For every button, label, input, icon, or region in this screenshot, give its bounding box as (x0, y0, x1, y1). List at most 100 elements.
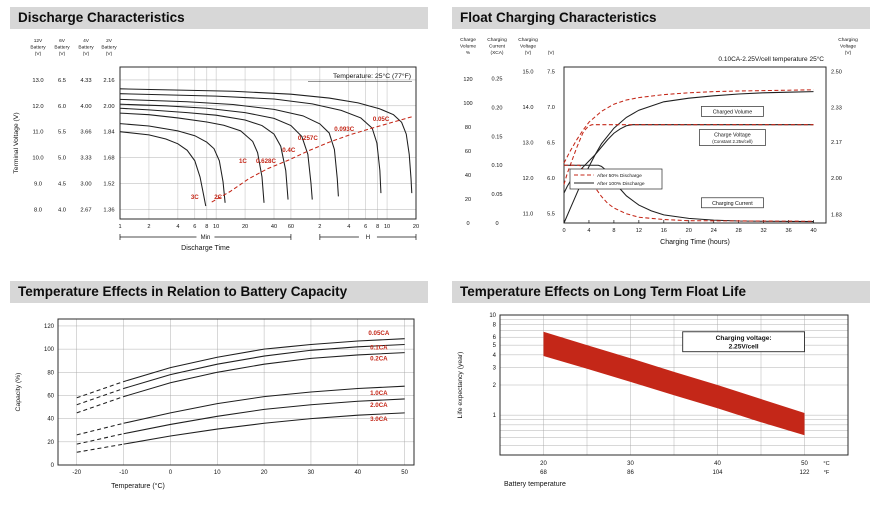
svg-text:0: 0 (495, 221, 498, 227)
svg-text:2: 2 (147, 224, 150, 230)
series-discharge-cutoff-locus (211, 116, 412, 203)
svg-text:10: 10 (489, 313, 496, 319)
svg-text:0.257C: 0.257C (298, 135, 318, 142)
temp-capacity-plot: -20 -10 0 10 20 30 40 50 0 20 40 60 80 100 120 Temperat… (15, 318, 415, 490)
svg-text:36: 36 (785, 228, 791, 234)
svg-text:2.33: 2.33 (831, 106, 842, 112)
svg-text:0.4C: 0.4C (282, 147, 296, 154)
svg-text:10: 10 (213, 224, 219, 230)
panel-temp-capacity: Temperature Effects in Relation to Batte… (10, 281, 428, 512)
svg-text:122: 122 (799, 470, 810, 476)
series-charged-volume-50 (563, 89, 814, 164)
svg-text:40: 40 (271, 224, 277, 230)
svg-text:100: 100 (463, 101, 472, 107)
svg-text:80: 80 (465, 125, 471, 131)
panel-float-life: Temperature Effects on Long Term Float L… (452, 281, 870, 512)
svg-text:100: 100 (44, 347, 55, 353)
title-discharge-characteristics: Discharge Characteristics (10, 7, 428, 29)
svg-text:(Constant 2.25v/cell): (Constant 2.25v/cell) (712, 139, 753, 144)
svg-text:0.1CA: 0.1CA (370, 345, 388, 352)
svg-text:8: 8 (612, 228, 615, 234)
series-2C (119, 123, 226, 203)
svg-text:(XCA): (XCA) (490, 50, 503, 56)
svg-text:3C: 3C (191, 194, 199, 201)
svg-text:8: 8 (376, 224, 379, 230)
svg-text:Charge Voltage: Charge Voltage (714, 133, 751, 139)
svg-text:0.05CA: 0.05CA (368, 330, 390, 337)
svg-text:°F: °F (824, 470, 830, 476)
panel-discharge: Discharge Characteristics 1 2 4 6 8 10 20 40 60 2… (10, 7, 428, 273)
svg-text:0: 0 (562, 228, 565, 234)
svg-text:Volume: Volume (460, 44, 476, 50)
svg-text:2.50: 2.50 (831, 69, 842, 75)
svg-text:0.2CA: 0.2CA (370, 356, 388, 363)
svg-text:2.67: 2.67 (80, 207, 91, 213)
svg-text:0: 0 (169, 470, 173, 476)
svg-text:Charging voltage:: Charging voltage: (716, 335, 772, 342)
svg-text:Charging: Charging (487, 37, 507, 43)
legend-box (569, 168, 663, 190)
series-charge-voltage-50 (563, 124, 814, 185)
svg-text:2.16: 2.16 (103, 78, 114, 84)
svg-text:1.52: 1.52 (103, 181, 114, 187)
svg-text:13.0: 13.0 (523, 141, 534, 147)
svg-text:86: 86 (627, 470, 634, 476)
series-0.628C (119, 107, 289, 200)
svg-text:8: 8 (493, 323, 497, 329)
svg-text:Charge: Charge (460, 37, 476, 43)
svg-text:Current: Current (489, 44, 506, 50)
svg-text:1: 1 (493, 413, 497, 419)
svg-text:Charging Time (hours): Charging Time (hours) (660, 239, 730, 246)
svg-text:(V): (V) (106, 51, 113, 57)
svg-text:6: 6 (493, 335, 497, 341)
svg-text:Temperature: 25°C (77°F): Temperature: 25°C (77°F) (333, 72, 411, 80)
svg-text:40: 40 (810, 228, 816, 234)
svg-text:8.0: 8.0 (34, 207, 42, 213)
discharge-plot: 1 2 4 6 8 10 20 40 60 2 4 6 8 10 20 Min H Discharge Time 1… (13, 38, 419, 252)
svg-text:Battery temperature: Battery temperature (504, 481, 566, 488)
svg-text:Discharge Time: Discharge Time (181, 245, 230, 252)
series-1.0CA (123, 385, 405, 424)
svg-text:Temperature (°C): Temperature (°C) (111, 482, 165, 490)
series-0.1CA (123, 343, 405, 390)
svg-text:Charging: Charging (838, 37, 858, 43)
svg-text:16: 16 (661, 228, 667, 234)
svg-text:2.17: 2.17 (831, 140, 842, 146)
svg-text:10.0: 10.0 (32, 156, 43, 162)
svg-text:H: H (366, 235, 370, 241)
curve-label-box (701, 197, 764, 209)
svg-text:12V: 12V (34, 38, 43, 44)
svg-text:Charging Current: Charging Current (712, 201, 753, 207)
svg-text:6.0: 6.0 (547, 176, 555, 182)
svg-text:20: 20 (465, 197, 471, 203)
float-charging-plot: 0 4 8 12 16 20 24 28 32 36 40 Charging Time (hours)… (460, 37, 858, 246)
svg-text:120: 120 (44, 324, 55, 330)
svg-text:4.0: 4.0 (58, 207, 66, 213)
series-0.257C (119, 98, 339, 197)
svg-text:2.00: 2.00 (831, 176, 842, 182)
series-0.05C (119, 88, 413, 194)
panel-float-charging: Float Charging Characteristics 0 4 8 12 16 20… (452, 7, 870, 273)
svg-text:(V): (V) (59, 51, 66, 57)
svg-text:30: 30 (627, 461, 634, 467)
svg-text:10: 10 (384, 224, 390, 230)
series-0.05CA-dashed (76, 381, 124, 399)
svg-text:68: 68 (540, 470, 547, 476)
float-life-band (543, 331, 805, 436)
svg-text:50: 50 (401, 470, 408, 476)
svg-text:40: 40 (47, 417, 54, 423)
svg-text:24: 24 (711, 228, 717, 234)
charging-voltage-annotation-box (682, 331, 805, 353)
svg-text:0.15: 0.15 (492, 134, 503, 140)
svg-text:0.093C: 0.093C (334, 126, 354, 133)
svg-text:3.66: 3.66 (80, 130, 91, 136)
series-3.0CA-dashed (76, 443, 124, 453)
series-2.0CA (123, 398, 405, 435)
svg-text:20: 20 (261, 470, 268, 476)
svg-text:1: 1 (118, 224, 121, 230)
svg-text:0.05C: 0.05C (373, 116, 390, 123)
svg-text:0.10: 0.10 (492, 163, 503, 169)
svg-text:40: 40 (714, 461, 721, 467)
